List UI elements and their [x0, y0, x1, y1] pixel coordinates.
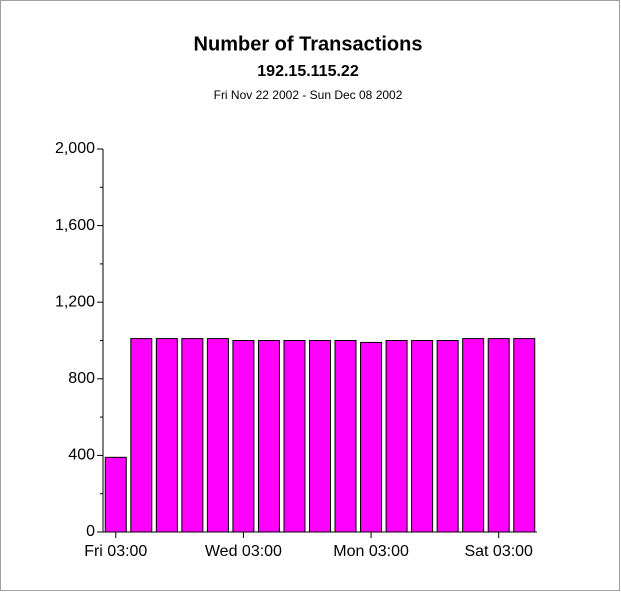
bar	[487, 338, 510, 533]
bar	[436, 340, 459, 533]
x-tick-label: Sat 03:00	[464, 543, 533, 560]
bar	[155, 338, 178, 533]
bar	[130, 338, 153, 533]
y-tick-label: 1,600	[55, 217, 95, 234]
chart-subtitle: 192.15.115.22	[257, 63, 359, 80]
chart-title: Number of Transactions	[194, 33, 423, 55]
bar	[334, 340, 357, 533]
bar	[385, 340, 408, 533]
y-tick-label: 1,200	[55, 293, 95, 310]
x-tick-label: Wed 03:00	[205, 543, 282, 560]
bar	[513, 338, 536, 533]
bar	[360, 341, 383, 533]
bar	[257, 340, 280, 533]
y-tick-label: 2,000	[55, 140, 95, 157]
bar	[283, 340, 306, 533]
bar	[181, 338, 204, 533]
bar	[309, 340, 331, 533]
date-range: Fri Nov 22 2002 - Sun Dec 08 2002	[214, 88, 403, 102]
bar	[104, 456, 127, 533]
y-tick-label: 800	[68, 370, 95, 387]
bar	[232, 340, 255, 533]
y-tick-label: 0	[86, 523, 95, 540]
x-tick-label: Fri 03:00	[84, 543, 147, 560]
y-tick-label: 400	[68, 447, 95, 464]
bar	[206, 338, 229, 533]
bar	[411, 340, 434, 533]
x-tick-label: Mon 03:00	[333, 543, 409, 560]
bar	[462, 338, 485, 533]
